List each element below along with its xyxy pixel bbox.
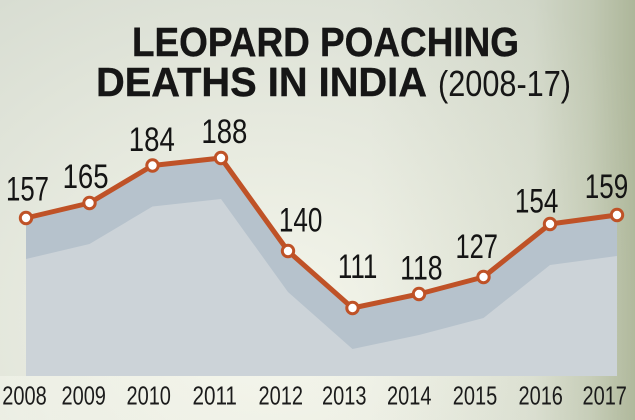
svg-text:165: 165 <box>63 158 109 196</box>
svg-text:2015: 2015 <box>453 382 498 410</box>
svg-text:111: 111 <box>338 248 378 286</box>
svg-text:2011: 2011 <box>192 382 237 410</box>
svg-text:157: 157 <box>6 171 49 209</box>
svg-text:2009: 2009 <box>61 382 106 410</box>
svg-text:2008: 2008 <box>2 382 47 410</box>
svg-text:LEOPARD POACHING: LEOPARD POACHING <box>132 19 519 65</box>
svg-text:2010: 2010 <box>126 382 171 410</box>
svg-text:140: 140 <box>279 201 323 239</box>
svg-text:2017: 2017 <box>582 382 627 410</box>
svg-text:118: 118 <box>400 249 443 287</box>
svg-text:188: 188 <box>201 113 247 151</box>
svg-text:127: 127 <box>455 228 498 266</box>
svg-text:DEATHS IN INDIA: DEATHS IN INDIA <box>96 59 427 105</box>
svg-text:154: 154 <box>515 183 559 221</box>
svg-text:184: 184 <box>129 121 175 159</box>
svg-text:2016: 2016 <box>518 382 563 410</box>
svg-text:(2008-17): (2008-17) <box>438 63 571 104</box>
svg-text:2013: 2013 <box>322 382 367 410</box>
svg-text:2012: 2012 <box>259 382 304 410</box>
svg-text:2014: 2014 <box>387 382 432 410</box>
svg-text:159: 159 <box>585 168 629 206</box>
